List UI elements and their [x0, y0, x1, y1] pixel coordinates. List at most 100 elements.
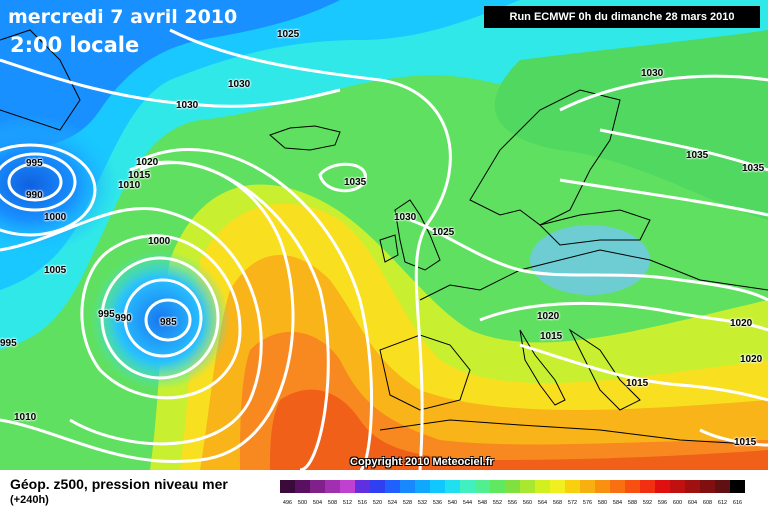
low-central-shading [90, 250, 230, 390]
scandinavia-coast [469, 89, 621, 226]
isobar-label: 1005 [44, 265, 67, 276]
isobar-990-central [123, 278, 203, 358]
legend-tick-label: 604 [688, 500, 697, 506]
isobar-label: 1010 [118, 180, 141, 191]
legend-tick-label: 608 [703, 500, 712, 506]
legend-tick-label: 572 [568, 500, 577, 506]
model-run-label: Run ECMWF 0h du dimanche 28 mars 2010 [484, 6, 760, 28]
legend-tick-label: 536 [433, 500, 442, 506]
model-run-text: Run ECMWF 0h du dimanche 28 mars 2010 [509, 11, 735, 23]
legend-swatch [505, 480, 520, 493]
legend-tick-label: 592 [643, 500, 652, 506]
baltic-coast [539, 209, 651, 246]
iberia-coast [379, 334, 471, 411]
isobar-1025-europe [409, 218, 768, 302]
legend-swatch [355, 480, 370, 493]
legend-swatch [295, 480, 310, 493]
legend-tick-label: 548 [478, 500, 487, 506]
isobar-label: 1015 [540, 331, 563, 342]
legend-swatch [310, 480, 325, 493]
isobar-label: 995 [0, 338, 17, 349]
isobar-label: 1035 [344, 177, 367, 188]
isobar-label: 1025 [277, 29, 300, 40]
isobar-label: 1035 [742, 163, 765, 174]
north-africa-coast [379, 419, 768, 446]
legend-tick-label: 504 [313, 500, 322, 506]
iceland-coast [269, 125, 341, 151]
legend-tick-label: 520 [373, 500, 382, 506]
legend-swatch [730, 480, 745, 493]
isobar-label: 990 [26, 190, 43, 201]
map-footer: Géop. z500, pression niveau mer (+240h) … [0, 470, 768, 512]
legend-swatch [445, 480, 460, 493]
isobar-1000-central [80, 234, 242, 400]
legend-swatch [430, 480, 445, 493]
isobar-label: 1020 [537, 311, 560, 322]
isobar-label: 1015 [734, 437, 757, 448]
legend-tick-label: 584 [613, 500, 622, 506]
isobar-1025-west [169, 28, 452, 470]
legend-swatch [370, 480, 385, 493]
legend-tick-label: 588 [628, 500, 637, 506]
legend-tick-label: 580 [598, 500, 607, 506]
legend-swatch [625, 480, 640, 493]
isobar-label: 1030 [394, 212, 417, 223]
legend-tick-label: 612 [718, 500, 727, 506]
forecast-horizon: (+240h) [10, 494, 49, 506]
isobar-label: 1030 [176, 100, 199, 111]
z500-band-darkorange [270, 389, 768, 470]
forecast-local-time: 2:00 locale [10, 33, 140, 57]
isobar-label: 1000 [148, 236, 171, 247]
isobar-995-west [0, 152, 77, 212]
legend-tick-label: 556 [508, 500, 517, 506]
italy-coast [519, 329, 566, 406]
isobar-label: 995 [98, 309, 115, 320]
isobar-label: 1020 [136, 157, 159, 168]
isobar-1035-scand [599, 128, 768, 172]
legend-swatch [280, 480, 295, 493]
legend-tick-label: 600 [673, 500, 682, 506]
field-caption: Géop. z500, pression niveau mer [10, 476, 228, 492]
z500-band-cyan [0, 0, 768, 350]
color-scale-legend: 496 500 504 508 512 516 520 524 528 532 536 540 544 5… [280, 480, 745, 506]
legend-swatch [415, 480, 430, 493]
copyright-notice: Copyright 2010 Meteociel.fr [350, 456, 494, 468]
isobar-1015-med [519, 343, 768, 402]
legend-tick-label: 568 [553, 500, 562, 506]
isobar-label: 1020 [730, 318, 753, 329]
legend-tick-label: 616 [733, 500, 742, 506]
legend-tick-label: 544 [463, 500, 472, 506]
legend-swatch [700, 480, 715, 493]
legend-tick-label: 496 [283, 500, 292, 506]
isobar-1020 [139, 148, 374, 470]
legend-swatch [460, 480, 475, 493]
isobar-1000-west [0, 143, 97, 237]
isobar-label: 1015 [626, 378, 649, 389]
isobar-1030-scand [559, 178, 768, 217]
isobar-label: 1010 [14, 412, 37, 423]
isobar-label: 1035 [686, 150, 709, 161]
isobar-label: 1025 [432, 227, 455, 238]
legend-swatch [580, 480, 595, 493]
isobar-1020-europe [479, 301, 768, 332]
isobar-1030-east [559, 74, 768, 112]
legend-swatch [475, 480, 490, 493]
legend-swatch [640, 480, 655, 493]
legend-swatch [715, 480, 730, 493]
isobar-label: 995 [26, 158, 43, 169]
isobar-label: 1020 [740, 354, 763, 365]
legend-tick-label: 508 [328, 500, 337, 506]
legend-swatch [610, 480, 625, 493]
legend-tick-label: 528 [403, 500, 412, 506]
legend-swatch [325, 480, 340, 493]
legend-tick-label: 560 [523, 500, 532, 506]
legend-tick-label: 532 [418, 500, 427, 506]
isobar-985-central [144, 298, 192, 342]
legend-swatch [655, 480, 670, 493]
legend-tick-label: 512 [343, 500, 352, 506]
legend-swatch [340, 480, 355, 493]
geopotential-map [0, 0, 768, 470]
isobar-1035-iceland [318, 162, 367, 193]
legend-swatch [685, 480, 700, 493]
legend-swatch [550, 480, 565, 493]
